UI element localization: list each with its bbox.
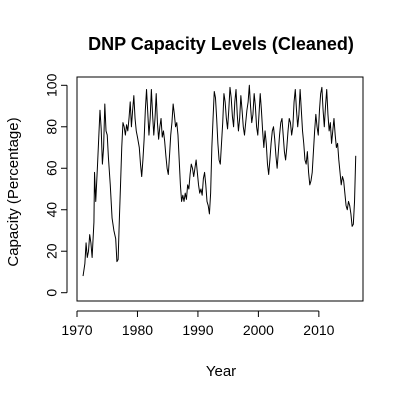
chart-title: DNP Capacity Levels (Cleaned)	[88, 34, 354, 54]
x-tick-label: 1970	[61, 322, 92, 338]
plot-area: 1970 1980 1990 2000 2010 0 20 40 60 80 100	[44, 73, 364, 338]
x-axis-label: Year	[206, 363, 236, 380]
series-line	[82, 84, 357, 277]
plot-frame	[76, 76, 364, 302]
y-tick-label: 20	[44, 243, 60, 259]
y-tick-label: 60	[44, 160, 60, 176]
y-tick-label: 80	[44, 119, 60, 135]
y-tick-label: 100	[44, 73, 60, 97]
x-tick-label: 2010	[303, 322, 334, 338]
y-tick-label: 0	[44, 289, 60, 297]
x-tick-label: 1980	[122, 322, 153, 338]
y-tick-label: 40	[44, 202, 60, 218]
x-tick-label: 2000	[243, 322, 274, 338]
x-tick-label: 1990	[182, 322, 213, 338]
y-axis-label: Capacity (Percentage)	[5, 117, 22, 266]
